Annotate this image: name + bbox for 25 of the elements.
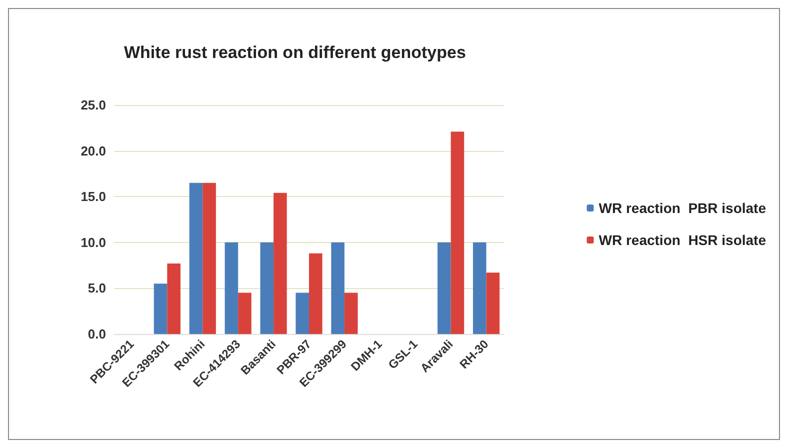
bar bbox=[260, 242, 274, 334]
bar bbox=[296, 292, 309, 334]
y-tick-label: 20.0 bbox=[80, 143, 106, 158]
bar bbox=[486, 272, 500, 334]
bar bbox=[224, 242, 238, 334]
chart-title: White rust reaction on different genotypes bbox=[124, 43, 466, 62]
bar bbox=[167, 263, 180, 334]
bar bbox=[344, 292, 358, 334]
y-tick-label: 25.0 bbox=[80, 98, 106, 112]
bar bbox=[274, 192, 287, 334]
legend-label: WR reaction PBR isolate bbox=[598, 200, 766, 216]
y-tick-label: 10.0 bbox=[80, 234, 106, 250]
bar bbox=[238, 292, 252, 334]
y-tick-label: 5.0 bbox=[88, 280, 106, 296]
y-tick-label: 0.0 bbox=[88, 326, 106, 342]
bar bbox=[438, 242, 451, 334]
bar bbox=[154, 284, 168, 334]
bar bbox=[309, 253, 322, 334]
bar bbox=[450, 132, 464, 334]
bar bbox=[189, 182, 203, 334]
bar bbox=[202, 182, 216, 334]
y-tick-label: 15.0 bbox=[80, 189, 106, 204]
legend-label: WR reaction HSR isolate bbox=[598, 232, 766, 248]
bar bbox=[472, 242, 486, 334]
bar bbox=[331, 242, 344, 334]
